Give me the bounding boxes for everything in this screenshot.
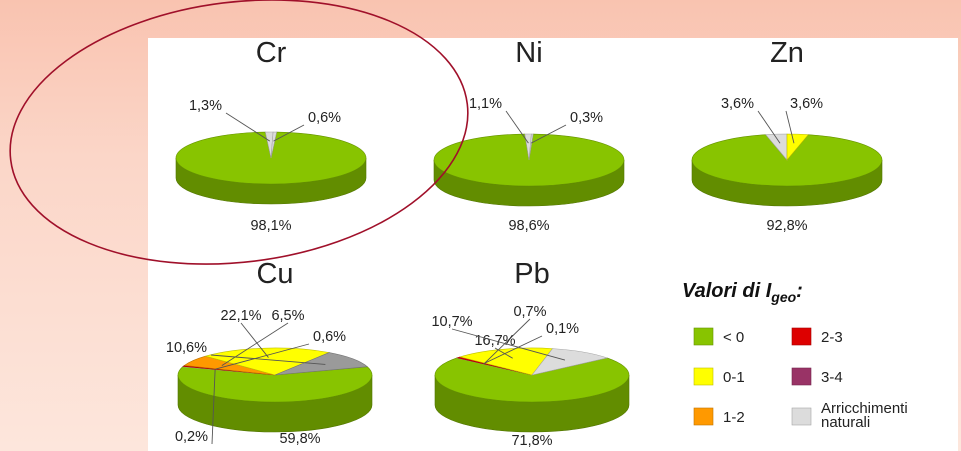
leader-line [240, 322, 269, 358]
slice-3 [458, 347, 554, 376]
leader-line [484, 318, 531, 364]
slice-label: 0,1% [546, 321, 579, 337]
slice-label: 71,8% [511, 433, 552, 449]
leader-line [483, 335, 543, 365]
leader-line [505, 110, 529, 144]
pie-cr: Cr 98,1% 1,3% 0,6% [175, 37, 367, 234]
pie-title: Pb [514, 258, 549, 290]
legend-swatch [791, 367, 812, 386]
slice-label: 10,6% [166, 340, 207, 356]
legend-label: 3-4 [821, 369, 843, 386]
slice-2 [270, 131, 278, 159]
slice-2 [786, 133, 809, 161]
highlight-circle [9, 0, 469, 265]
slice-label: 22,1% [220, 308, 261, 324]
leader-line [530, 124, 567, 144]
legend: Valori di Igeo: < 0 2-3 0-1 3-4 1-2 Arricchim… [682, 280, 908, 431]
slice-label: 1,3% [189, 98, 222, 114]
slice-label: 98,6% [508, 218, 549, 234]
slice-0 [434, 357, 630, 403]
slice-4 [204, 347, 331, 376]
leader-line [225, 112, 271, 142]
legend-swatch [791, 327, 812, 346]
leader-line [785, 110, 795, 144]
pie-zn: Zn 92,8% 3,6% 3,6% [691, 37, 883, 234]
pie-ni: Ni 98,6% 1,1% 0,3% [433, 37, 625, 234]
legend-swatch [693, 367, 714, 386]
leader-line [215, 343, 310, 370]
legend-swatch [693, 407, 714, 426]
slice-label: 92,8% [766, 218, 807, 234]
leader-line [451, 328, 566, 361]
leader-line [273, 124, 305, 142]
legend-swatch [791, 407, 812, 426]
slice-label: 0,2% [175, 429, 208, 445]
legend-label: Arricchimenti [821, 400, 908, 417]
pie-title: Ni [515, 37, 542, 69]
slice-label: 0,7% [513, 304, 546, 320]
slice-label: 0,3% [570, 110, 603, 126]
legend-label: 1-2 [723, 409, 745, 426]
pie-title: Cr [256, 37, 287, 69]
slice-label: 3,6% [721, 96, 754, 112]
leader-line [210, 354, 326, 365]
slice-label: 0,6% [308, 110, 341, 126]
slice-label: 6,5% [271, 308, 304, 324]
slice-label: 10,7% [431, 314, 472, 330]
slice-4 [531, 348, 609, 376]
pie-title: Zn [770, 37, 804, 69]
legend-label: 0-1 [723, 369, 745, 386]
slice-2 [528, 133, 534, 161]
slice-label: 0,6% [313, 329, 346, 345]
pie-cu: Cu 59,8% 0,2% 0,6% 6,5% 22,1% 10,6% [166, 258, 373, 447]
legend-swatch [693, 327, 714, 346]
leader-line [211, 369, 216, 445]
leader-line [757, 110, 781, 144]
slice-label: 3,6% [790, 96, 823, 112]
leader-line [221, 322, 289, 366]
slice-0 [177, 366, 373, 403]
pie-charts: Cr 98,1% 1,3% 0,6% Ni 98,6% 1,1% 0,3% Zn 92,8% 3,6… [166, 37, 883, 449]
slice-label: 98,1% [250, 218, 291, 234]
leader-line [494, 347, 513, 359]
slice-label: 59,8% [279, 431, 320, 447]
pie-title: Cu [256, 258, 293, 290]
legend-title: Valori di Igeo: [682, 280, 803, 305]
legend-label: 2-3 [821, 329, 843, 346]
slice-label: 1,1% [469, 96, 502, 112]
legend-label-line2: naturali [821, 414, 870, 431]
legend-label: < 0 [723, 329, 744, 346]
